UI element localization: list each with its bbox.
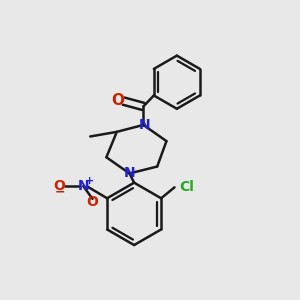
Text: +: + (85, 176, 94, 186)
Text: N: N (77, 179, 89, 193)
Text: O: O (53, 179, 65, 193)
Text: N: N (139, 118, 150, 132)
Text: O: O (111, 93, 124, 108)
Text: O: O (87, 195, 98, 209)
Text: −: − (55, 185, 65, 198)
Text: Cl: Cl (179, 180, 194, 194)
Text: N: N (124, 167, 135, 180)
